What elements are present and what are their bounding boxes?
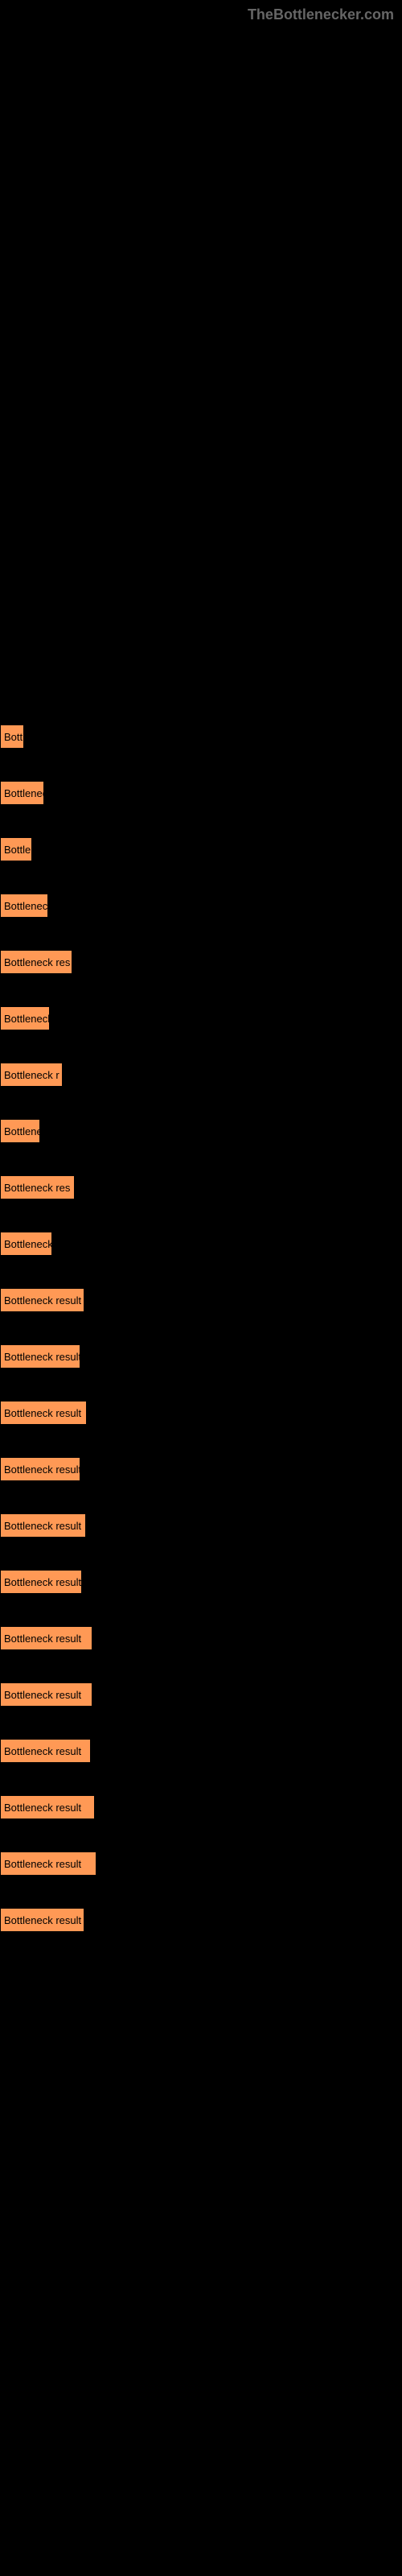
bar-link[interactable]: Bottleneck result: [0, 1739, 402, 1763]
bar: Bottleneck res: [0, 1175, 75, 1199]
bar-row: Bottlene: [0, 1119, 402, 1143]
bar-label: Bottleneck result: [4, 1407, 81, 1419]
bar: Bottleneck: [0, 1006, 50, 1030]
bar-row: Bottleneck result: [0, 1513, 402, 1538]
bar-label: Bottleneck: [4, 1013, 50, 1025]
bar: Bottleneck result: [0, 1908, 84, 1932]
bar-row: Bottleneck result: [0, 1570, 402, 1594]
bar-label: Bottleneck result: [4, 1745, 81, 1757]
bar: Bottleneck result: [0, 1401, 87, 1425]
bar: Bottleneck: [0, 1232, 52, 1256]
bar-link[interactable]: Bottleneck result: [0, 1401, 402, 1425]
bar: Bottleneck result: [0, 1795, 95, 1819]
bar-link[interactable]: Bottleneck result: [0, 1682, 402, 1707]
bar-chart: Bott Bottlened Bottle Bottleneck Bottleneck …: [0, 0, 402, 1932]
bar: Bottleneck result: [0, 1682, 92, 1707]
bar-link[interactable]: Bottlened: [0, 781, 402, 805]
bar: Bottleneck res: [0, 950, 72, 974]
bar-label: Bottleneck: [4, 900, 48, 912]
bar: Bottleneck result: [0, 1852, 96, 1876]
bar-row: Bottleneck r: [0, 1063, 402, 1087]
bar-link[interactable]: Bottleneck: [0, 1232, 402, 1256]
bar-row: Bottleneck: [0, 1006, 402, 1030]
bar: Bottleneck result: [0, 1626, 92, 1650]
bar-row: Bottleneck: [0, 1232, 402, 1256]
bar-link[interactable]: Bottleneck result: [0, 1626, 402, 1650]
bar-label: Bottleneck: [4, 1238, 52, 1250]
bar-label: Bottlene: [4, 1125, 40, 1137]
bar-row: Bottleneck result: [0, 1908, 402, 1932]
bar-row: Bottleneck result: [0, 1795, 402, 1819]
bar-row: Bottleneck res: [0, 1175, 402, 1199]
bar: Bottleneck r: [0, 1063, 63, 1087]
bar-label: Bottleneck res: [4, 956, 70, 968]
bar: Bottlened: [0, 781, 44, 805]
bar: Bottleneck: [0, 894, 48, 918]
bar-label: Bott: [4, 731, 23, 743]
bar-link[interactable]: Bottleneck result: [0, 1344, 402, 1368]
bar-row: Bottleneck result: [0, 1288, 402, 1312]
bar-row: Bottleneck result: [0, 1739, 402, 1763]
bar-label: Bottle: [4, 844, 31, 856]
bar: Bottleneck result: [0, 1570, 82, 1594]
bar-link[interactable]: Bottle: [0, 837, 402, 861]
bar-label: Bottleneck result: [4, 1520, 81, 1532]
bar-link[interactable]: Bottleneck result: [0, 1852, 402, 1876]
bar-row: Bottleneck result: [0, 1682, 402, 1707]
bar-link[interactable]: Bottleneck result: [0, 1288, 402, 1312]
bar-label: Bottleneck result: [4, 1802, 81, 1814]
bar-label: Bottleneck result: [4, 1351, 80, 1363]
bar: Bottleneck result: [0, 1457, 80, 1481]
bar-label: Bottleneck result: [4, 1463, 80, 1476]
bar-link[interactable]: Bottleneck: [0, 894, 402, 918]
bar-row: Bottleneck result: [0, 1344, 402, 1368]
bar-label: Bottlened: [4, 787, 44, 799]
bar-row: Bottleneck result: [0, 1401, 402, 1425]
bar-row: Bottleneck res: [0, 950, 402, 974]
bar-row: Bottle: [0, 837, 402, 861]
bar-row: Bottleneck result: [0, 1457, 402, 1481]
bar-row: Bott: [0, 724, 402, 749]
bar-link[interactable]: Bottleneck result: [0, 1908, 402, 1932]
bar-label: Bottleneck result: [4, 1689, 81, 1701]
bar: Bottle: [0, 837, 32, 861]
bar-label: Bottleneck result: [4, 1576, 81, 1588]
bar-label: Bottleneck result: [4, 1914, 81, 1926]
bar-row: Bottleneck result: [0, 1852, 402, 1876]
bar: Bottlene: [0, 1119, 40, 1143]
bar: Bott: [0, 724, 24, 749]
bar-link[interactable]: Bott: [0, 724, 402, 749]
bar-link[interactable]: Bottleneck: [0, 1006, 402, 1030]
bar-link[interactable]: Bottleneck res: [0, 950, 402, 974]
bar-link[interactable]: Bottleneck result: [0, 1795, 402, 1819]
bar-row: Bottleneck result: [0, 1626, 402, 1650]
bar-row: Bottlened: [0, 781, 402, 805]
bar-link[interactable]: Bottleneck result: [0, 1570, 402, 1594]
bar-label: Bottleneck res: [4, 1182, 70, 1194]
bar-label: Bottleneck r: [4, 1069, 59, 1081]
watermark-text: TheBottlenecker.com: [248, 6, 394, 23]
bar-link[interactable]: Bottlene: [0, 1119, 402, 1143]
bar-link[interactable]: Bottleneck result: [0, 1457, 402, 1481]
bar: Bottleneck result: [0, 1739, 91, 1763]
bar-label: Bottleneck result: [4, 1858, 81, 1870]
bar-label: Bottleneck result: [4, 1294, 81, 1307]
bar-row: Bottleneck: [0, 894, 402, 918]
bar-link[interactable]: Bottleneck res: [0, 1175, 402, 1199]
bar: Bottleneck result: [0, 1344, 80, 1368]
bar-label: Bottleneck result: [4, 1633, 81, 1645]
bar-link[interactable]: Bottleneck result: [0, 1513, 402, 1538]
bar-link[interactable]: Bottleneck r: [0, 1063, 402, 1087]
bar: Bottleneck result: [0, 1288, 84, 1312]
bar: Bottleneck result: [0, 1513, 86, 1538]
